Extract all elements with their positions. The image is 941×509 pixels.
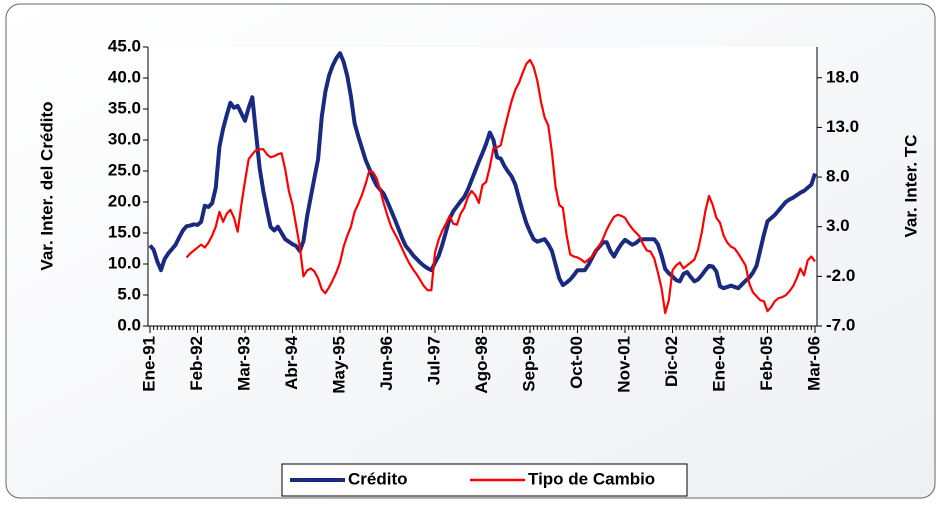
x-tick-label: Mar-06 bbox=[804, 336, 823, 391]
legend bbox=[281, 463, 688, 497]
x-tick-label: Nov-01 bbox=[614, 336, 633, 393]
y2-tick-label: 3.0 bbox=[826, 216, 850, 235]
y-tick-label: 15.0 bbox=[108, 222, 141, 241]
y-tick-label: 5.0 bbox=[117, 284, 141, 303]
x-tick-label: Jul-97 bbox=[424, 336, 443, 385]
y-tick-label: 20.0 bbox=[108, 191, 141, 210]
x-tick-label: May-95 bbox=[329, 336, 348, 394]
y-axis-title: Var. Inter. del Crédito bbox=[37, 101, 56, 270]
legend-label: Tipo de Cambio bbox=[528, 469, 655, 488]
x-tick-label: Dic-02 bbox=[662, 336, 681, 387]
x-tick-label: Jun-96 bbox=[377, 336, 396, 391]
y2-tick-label: 18.0 bbox=[826, 67, 859, 86]
x-tick-label: Ene-91 bbox=[139, 336, 158, 392]
y-tick-label: 30.0 bbox=[108, 129, 141, 148]
y-tick-label: 35.0 bbox=[108, 98, 141, 117]
series-line bbox=[185, 58, 816, 315]
y2-tick-label: -2.0 bbox=[826, 266, 855, 285]
y2-tick-label: 13.0 bbox=[826, 117, 859, 136]
y-tick-label: 0.0 bbox=[117, 315, 141, 334]
x-tick-label: Mar-93 bbox=[234, 336, 253, 391]
x-tick-label: Feb-05 bbox=[757, 336, 776, 391]
y2-tick-label: -7.0 bbox=[826, 315, 855, 334]
x-tick-label: Ene-04 bbox=[709, 335, 728, 391]
y2-tick-label: 8.0 bbox=[826, 167, 850, 186]
x-tick-label: Sep-99 bbox=[519, 336, 538, 392]
x-tick-label: Abr-94 bbox=[282, 335, 301, 389]
y2-axis-title: Var. Inter. TC bbox=[901, 135, 920, 238]
y-tick-label: 10.0 bbox=[108, 253, 141, 272]
x-tick-label: Feb-92 bbox=[187, 336, 206, 391]
y-tick-label: 40.0 bbox=[108, 67, 141, 86]
y-tick-label: 25.0 bbox=[108, 160, 141, 179]
series-line bbox=[148, 51, 817, 291]
legend-label: Crédito bbox=[348, 469, 408, 488]
y-tick-label: 45.0 bbox=[108, 36, 141, 55]
x-tick-label: Ago-98 bbox=[472, 336, 491, 394]
x-tick-label: Oct-00 bbox=[567, 336, 586, 389]
